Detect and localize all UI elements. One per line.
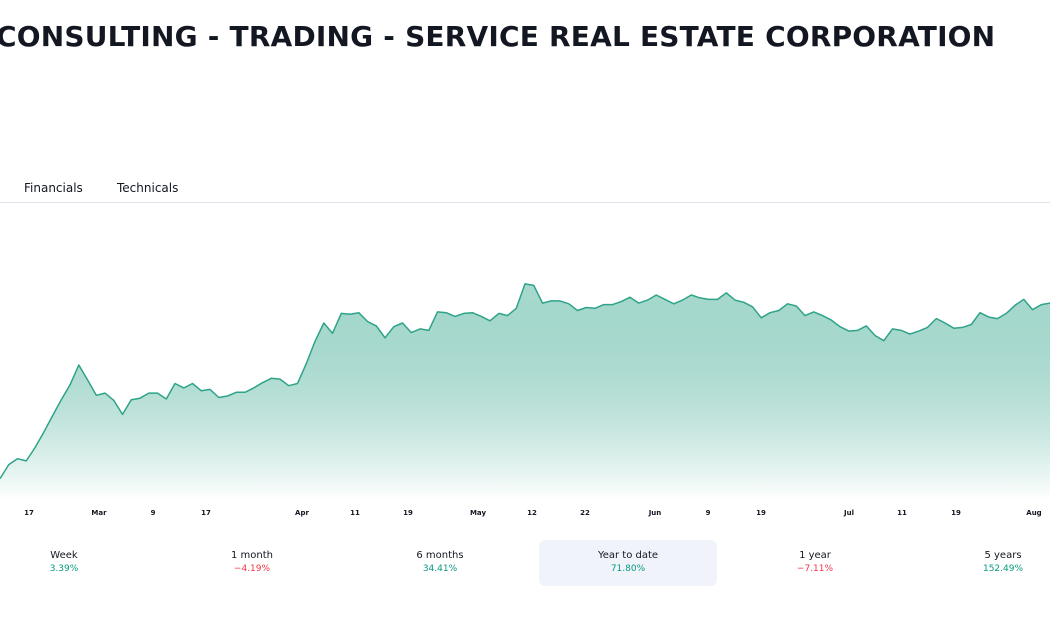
x-tick-label: 19 [756, 509, 766, 517]
period-week[interactable]: Week 3.39% [0, 540, 153, 586]
x-tick-label: Aug [1026, 509, 1041, 517]
page-title: CONSULTING - TRADING - SERVICE REAL ESTA… [0, 20, 996, 53]
period-change: 34.41% [422, 564, 458, 574]
x-tick-label: Apr [295, 509, 309, 517]
period-change: −7.11% [796, 564, 834, 574]
period-change: 71.80% [610, 564, 646, 574]
x-tick-label: Jul [843, 509, 854, 517]
x-tick-label: 11 [897, 509, 907, 517]
x-tick-label: 17 [201, 509, 211, 517]
period-1-month[interactable]: 1 month −4.19% [163, 540, 341, 586]
tab-technicals[interactable]: Technicals [117, 181, 179, 195]
x-tick-label: 9 [706, 509, 711, 517]
x-tick-label: Mar [91, 509, 107, 517]
period-1-year[interactable]: 1 year −7.11% [726, 540, 904, 586]
performance-periods: Week 3.39% 1 month −4.19% 6 months 34.41… [0, 540, 1050, 586]
x-tick-label: 11 [350, 509, 360, 517]
period-label: Week [50, 550, 78, 561]
x-tick-label: 19 [403, 509, 413, 517]
price-line [0, 283, 1050, 479]
tab-bar: Financials Technicals [0, 180, 1050, 203]
x-tick-label: 19 [951, 509, 961, 517]
x-tick-label: May [470, 509, 486, 517]
period-change: −4.19% [233, 564, 271, 574]
period-label: 5 years [984, 550, 1022, 561]
period-change: 152.49% [982, 564, 1024, 574]
x-axis: 17 Mar 9 17 Apr 11 19 May 12 22 Jun 9 19… [24, 509, 1042, 517]
period-change: 3.39% [49, 564, 79, 574]
x-tick-label: Jun [648, 509, 662, 517]
price-area [0, 283, 1050, 500]
period-year-to-date[interactable]: Year to date 71.80% [539, 540, 717, 586]
period-6-months[interactable]: 6 months 34.41% [351, 540, 529, 586]
x-tick-label: 22 [580, 509, 590, 517]
x-tick-label: 17 [24, 509, 34, 517]
price-chart[interactable]: 17 Mar 9 17 Apr 11 19 May 12 22 Jun 9 19… [0, 205, 1050, 525]
period-5-years[interactable]: 5 years 152.49% [914, 540, 1050, 586]
period-label: Year to date [597, 550, 659, 561]
x-tick-label: 9 [151, 509, 156, 517]
period-label: 6 months [416, 550, 464, 561]
x-tick-label: 12 [527, 509, 537, 517]
period-label: 1 year [799, 550, 831, 561]
period-label: 1 month [231, 550, 273, 561]
tab-financials[interactable]: Financials [24, 181, 83, 195]
